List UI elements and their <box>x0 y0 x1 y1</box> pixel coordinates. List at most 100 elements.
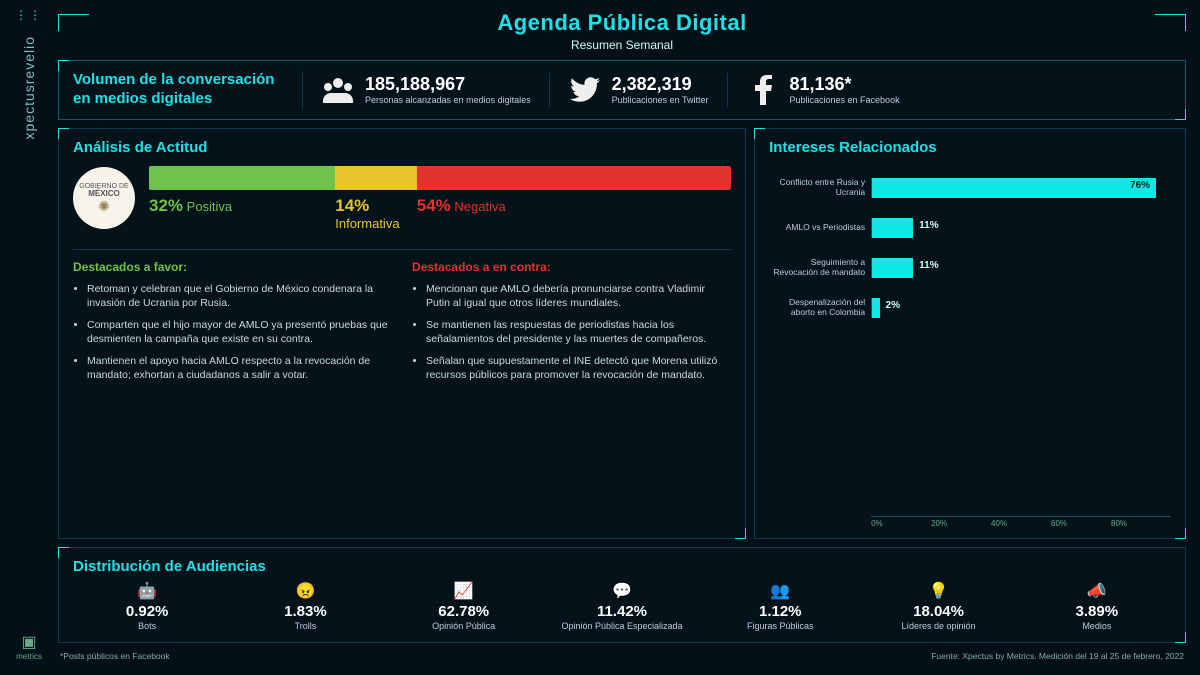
audience-item: 💡 18.04% Líderes de opinión <box>864 581 1012 632</box>
interest-bar <box>872 298 879 318</box>
interest-row: Conflicto entre Rusia y Ucrania 76% <box>769 168 1171 208</box>
megaphone-icon: 📣 <box>1087 581 1107 601</box>
axis-tick: 20% <box>931 519 991 528</box>
interest-track: 11% <box>871 258 1171 278</box>
twitter-icon <box>568 73 602 107</box>
chat-icon: 💬 <box>612 581 632 601</box>
audience-pct: 1.12% <box>759 603 802 620</box>
contra-item: Señalan que supuestamente el INE detectó… <box>426 354 731 382</box>
audience-label: Opinión Pública <box>432 622 495 632</box>
audience-item: 📣 3.89% Medios <box>1023 581 1171 632</box>
attitude-segment-label: 14% Informativa <box>335 196 416 231</box>
page-header: Agenda Pública Digital Resumen Semanal <box>58 10 1186 52</box>
footnote-right: Fuente: Xpectus by Metrics. Medición del… <box>931 651 1184 661</box>
interest-label: AMLO vs Periodistas <box>769 223 865 233</box>
troll-icon: 😠 <box>295 581 315 601</box>
interest-label: Despenalización del aborto en Colombia <box>769 298 865 318</box>
contra-item: Se mantienen las respuestas de periodist… <box>426 318 731 346</box>
contra-item: Mencionan que AMLO debería pronunciarse … <box>426 282 731 310</box>
interest-row: AMLO vs Periodistas 11% <box>769 208 1171 248</box>
favor-title: Destacados a favor: <box>73 260 392 274</box>
audience-item: 😠 1.83% Trolls <box>231 581 379 632</box>
reach-value: 185,188,967 <box>365 74 531 95</box>
audience-pct: 11.42% <box>597 603 647 620</box>
attitude-segment-labels: 32% Positiva14% Informativa54% Negativa <box>149 196 731 231</box>
page-subtitle: Resumen Semanal <box>58 38 1186 52</box>
audiences-title: Distribución de Audiencias <box>73 558 1171 575</box>
favor-item: Mantienen el apoyo hacia AMLO respecto a… <box>87 354 392 382</box>
audiences-panel: Distribución de Audiencias 🤖0.92%Bots😠1.… <box>58 547 1186 643</box>
brand-name: xpectusrevelio <box>21 36 37 140</box>
stat-facebook: 81,136* Publicaciones en Facebook <box>727 73 900 107</box>
interest-pct: 11% <box>919 260 938 271</box>
interest-track: 76% <box>871 178 1171 198</box>
attitude-segment-label: 32% Positiva <box>149 196 335 231</box>
facebook-label: Publicaciones en Facebook <box>790 95 900 105</box>
audience-item: 💬 11.42% Opinión Pública Especializada <box>548 581 696 632</box>
lightbulb-icon: 💡 <box>929 581 949 601</box>
attitude-title: Análisis de Actitud <box>73 139 731 156</box>
facebook-icon <box>746 73 780 107</box>
gobierno-seal: GOBIERNO DE MÉXICO ✺ <box>73 167 135 229</box>
footer: *Posts públicos en Facebook Fuente: Xpec… <box>58 651 1186 661</box>
interest-label: Conflicto entre Rusia y Ucrania <box>769 178 865 198</box>
interest-pct: 11% <box>919 220 938 231</box>
axis-tick: 0% <box>871 519 931 528</box>
attitude-segment <box>417 166 731 190</box>
people-icon <box>321 73 355 107</box>
twitter-label: Publicaciones en Twitter <box>612 95 709 105</box>
axis-tick: 80% <box>1111 519 1171 528</box>
interests-axis: 0%20%40%60%80% <box>871 516 1171 528</box>
attitude-bar <box>149 166 731 190</box>
attitude-panel: Análisis de Actitud GOBIERNO DE MÉXICO ✺… <box>58 128 746 540</box>
axis-tick: 60% <box>1051 519 1111 528</box>
audience-label: Bots <box>138 622 156 632</box>
interest-bar <box>872 218 913 238</box>
stat-reach: 185,188,967 Personas alcanzadas en medio… <box>321 73 531 107</box>
volume-panel: Volumen de la conversación en medios dig… <box>58 60 1186 120</box>
twitter-value: 2,382,319 <box>612 74 709 95</box>
volume-lead: Volumen de la conversación en medios dig… <box>73 71 303 109</box>
audience-pct: 62.78% <box>438 603 489 620</box>
interests-title: Intereses Relacionados <box>769 139 1171 156</box>
page-title: Agenda Pública Digital <box>58 10 1186 36</box>
footnote-left: *Posts públicos en Facebook <box>60 651 170 661</box>
attitude-segment-label: 54% Negativa <box>417 196 731 231</box>
interest-bar <box>872 258 913 278</box>
favor-item: Retoman y celebran que el Gobierno de Mé… <box>87 282 392 310</box>
interest-bar <box>872 178 1156 198</box>
audience-label: Líderes de opinión <box>902 622 976 632</box>
interest-pct: 76% <box>1130 180 1150 191</box>
interest-pct: 2% <box>886 300 900 311</box>
brand-sidebar: ⋮⋮ xpectusrevelio <box>6 8 52 667</box>
audience-label: Trolls <box>295 622 317 632</box>
people-icon: 👥 <box>770 581 790 601</box>
interest-row: Despenalización del aborto en Colombia 2% <box>769 288 1171 328</box>
audience-item: 👥 1.12% Figuras Públicas <box>706 581 854 632</box>
facebook-value: 81,136* <box>790 74 900 95</box>
attitude-segment <box>335 166 416 190</box>
interest-track: 2% <box>871 298 1171 318</box>
favor-item: Comparten que el hijo mayor de AMLO ya p… <box>87 318 392 346</box>
audience-label: Figuras Públicas <box>747 622 814 632</box>
audience-label: Opinión Pública Especializada <box>561 622 682 632</box>
audience-pct: 1.83% <box>284 603 327 620</box>
audience-pct: 3.89% <box>1076 603 1119 620</box>
audience-pct: 18.04% <box>913 603 964 620</box>
audience-label: Medios <box>1082 622 1111 632</box>
attitude-segment <box>149 166 335 190</box>
reach-label: Personas alcanzadas en medios digitales <box>365 95 531 105</box>
audience-pct: 0.92% <box>126 603 169 620</box>
contra-title: Destacados a en contra: <box>412 260 731 274</box>
interest-row: Seguimiento a Revocación de mandato11% <box>769 248 1171 288</box>
stat-twitter: 2,382,319 Publicaciones en Twitter <box>549 73 709 107</box>
interest-track: 11% <box>871 218 1171 238</box>
highlights-contra: Destacados a en contra: Mencionan que AM… <box>412 260 731 391</box>
interests-panel: Intereses Relacionados Conflicto entre R… <box>754 128 1186 540</box>
metrics-tag: ▣ metrics <box>4 632 54 661</box>
highlights-favor: Destacados a favor: Retoman y celebran q… <box>73 260 392 391</box>
corner-decoration: ⋮⋮ <box>15 8 43 22</box>
trend-icon: 📈 <box>454 581 474 601</box>
axis-tick: 40% <box>991 519 1051 528</box>
audience-item: 🤖0.92%Bots <box>73 581 221 632</box>
